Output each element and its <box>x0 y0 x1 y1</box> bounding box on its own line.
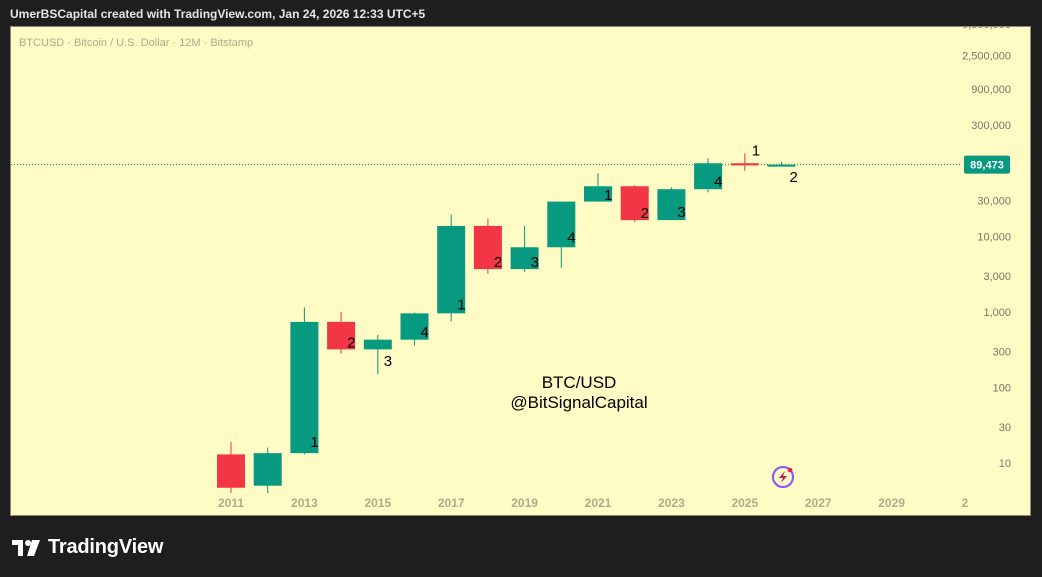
time-axis-tick: 2023 <box>658 496 685 510</box>
watermark-handle: @BitSignalCapital <box>510 393 647 412</box>
price-axis-tick: 300 <box>993 346 1011 358</box>
cycle-label-2024: 4 <box>714 174 722 191</box>
cycle-label-2023: 3 <box>677 204 685 221</box>
cycle-label-2019: 3 <box>531 254 539 271</box>
tradingview-logo-icon <box>12 539 40 556</box>
price-axis-tick: 300,000 <box>971 120 1011 132</box>
candle-body-2024 <box>694 163 723 190</box>
cycle-label-2015: 3 <box>384 353 392 370</box>
price-axis-tick: 3,000 <box>983 271 1011 283</box>
candle-body-2020 <box>547 201 576 248</box>
price-axis-tick: 2,500,000 <box>962 50 1011 62</box>
price-axis-tick: 10,000 <box>977 232 1011 244</box>
watermark-title: BTC/USD <box>542 373 617 392</box>
candle-body-2011 <box>217 454 245 488</box>
candle-body-2021 <box>584 186 612 202</box>
btcusd-yearly-chart[interactable]: 1 2 3 4 1 2 3 4 1 2 3 4 1 2 6,500,000 2,500,000 900,000… <box>11 27 1030 515</box>
candle-body-2012 <box>253 453 282 486</box>
cycle-label-2021: 1 <box>604 187 612 204</box>
candle-body-2017 <box>437 225 466 314</box>
price-axis-tick: 900,000 <box>971 84 1011 96</box>
last-price-tag-bg <box>964 155 1010 174</box>
tradingview-brand: TradingView <box>48 536 164 558</box>
candle-body-2022 <box>620 186 649 221</box>
last-price-tag: 89,473 <box>964 155 1010 174</box>
time-axis-tick: 2017 <box>438 496 465 510</box>
cycle-label-2014: 2 <box>347 334 355 351</box>
time-axis-tick: 2011 <box>218 496 244 510</box>
candle-body-2019 <box>510 247 539 270</box>
cycle-label-2020: 4 <box>567 230 575 247</box>
time-axis-tick: 2021 <box>585 496 612 510</box>
candle-body-2018 <box>473 225 502 270</box>
lightning-icon[interactable] <box>771 465 795 489</box>
cycle-label-2017: 1 <box>457 296 465 313</box>
time-axis-tick: 2013 <box>291 496 318 510</box>
cycle-label-2022: 2 <box>641 205 649 222</box>
cycle-label-2025: 1 <box>752 142 760 159</box>
candles-layer <box>217 153 796 494</box>
time-axis[interactable]: 2011 2013 2015 2017 2019 2021 2023 2025 2027 2029… <box>218 496 969 510</box>
time-axis-tick: 2 <box>962 496 969 510</box>
cycle-label-2013: 1 <box>310 434 318 451</box>
tradingview-logo[interactable]: TradingView <box>12 536 163 559</box>
time-axis-tick: 2029 <box>878 496 905 510</box>
price-axis-tick: 30 <box>999 422 1011 434</box>
time-axis-tick: 2025 <box>731 496 758 510</box>
cycle-label-2016: 4 <box>421 324 429 341</box>
price-axis-tick: 1,000 <box>983 307 1011 319</box>
last-price-value: 89,473 <box>970 160 1004 172</box>
candle-body-2016 <box>400 313 429 340</box>
candle-body-2023 <box>657 189 686 221</box>
cycle-labels-layer: 1 2 3 4 1 2 3 4 1 2 3 4 1 2 <box>310 142 797 451</box>
candle-body-2025 <box>730 163 759 166</box>
chart-attribution: UmerBSCapital created with TradingView.c… <box>10 7 426 21</box>
price-axis-tick: 100 <box>993 383 1011 395</box>
candle-body-2015 <box>363 339 392 350</box>
chart-panel[interactable]: 1 2 3 4 1 2 3 4 1 2 3 4 1 2 6,500,000 2,500,000 900,000… <box>10 26 1031 516</box>
candle-body-2014 <box>327 321 356 350</box>
price-axis[interactable]: 6,500,000 2,500,000 900,000 300,000 30,000 10… <box>962 27 1011 470</box>
cycle-label-2018: 2 <box>494 254 502 271</box>
time-axis-tick: 2015 <box>364 496 391 510</box>
price-axis-tick: 30,000 <box>977 195 1011 207</box>
cycle-label-2026: 2 <box>790 169 798 186</box>
time-axis-tick: 2019 <box>511 496 538 510</box>
price-axis-tick: 6,500,000 <box>962 27 1011 31</box>
price-axis-tick: 10 <box>999 458 1011 470</box>
candle-body-2026 <box>767 164 796 167</box>
time-axis-tick: 2027 <box>805 496 832 510</box>
symbol-info-line: BTCUSD · Bitcoin / U.S. Dollar · 12M · B… <box>19 37 253 49</box>
candle-body-2013 <box>290 321 319 454</box>
